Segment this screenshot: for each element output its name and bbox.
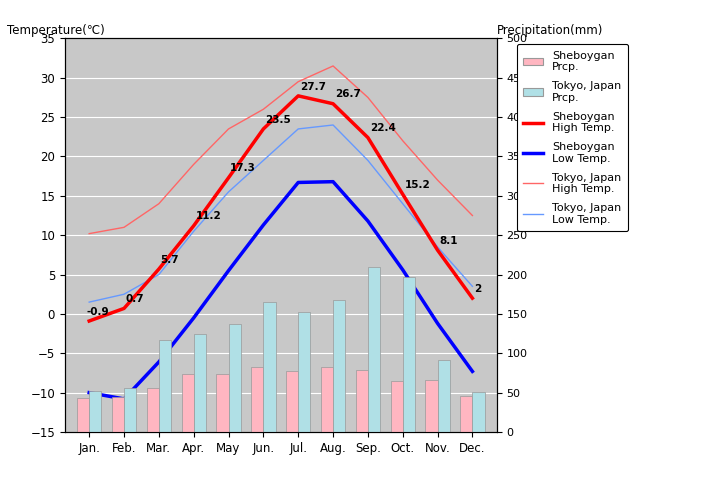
Bar bbox=[390, 381, 402, 432]
Bar bbox=[194, 335, 206, 432]
Bar bbox=[124, 388, 136, 432]
Bar bbox=[251, 367, 264, 432]
Bar bbox=[264, 302, 276, 432]
Bar bbox=[368, 267, 380, 432]
Text: 26.7: 26.7 bbox=[335, 89, 361, 99]
Bar bbox=[460, 396, 472, 432]
Bar bbox=[472, 392, 485, 432]
Bar bbox=[426, 380, 438, 432]
Text: Precipitation(mm): Precipitation(mm) bbox=[497, 24, 603, 37]
Bar bbox=[333, 300, 346, 432]
Text: 2: 2 bbox=[474, 284, 482, 294]
Bar bbox=[286, 372, 298, 432]
Text: 8.1: 8.1 bbox=[439, 236, 458, 246]
Text: 0.7: 0.7 bbox=[126, 294, 145, 304]
Bar bbox=[438, 360, 450, 432]
Text: -0.9: -0.9 bbox=[86, 307, 109, 317]
Bar bbox=[216, 374, 228, 432]
Legend: Sheboygan
Prcp., Tokyo, Japan
Prcp., Sheboygan
High Temp., Sheboygan
Low Temp., : Sheboygan Prcp., Tokyo, Japan Prcp., She… bbox=[517, 44, 629, 231]
Text: 11.2: 11.2 bbox=[195, 212, 221, 221]
Text: Temperature(℃): Temperature(℃) bbox=[7, 24, 105, 37]
Text: 5.7: 5.7 bbox=[161, 255, 179, 265]
Bar bbox=[112, 397, 124, 432]
Text: 23.5: 23.5 bbox=[265, 115, 291, 125]
Text: 15.2: 15.2 bbox=[405, 180, 431, 190]
Bar bbox=[298, 312, 310, 432]
Text: 22.4: 22.4 bbox=[369, 123, 395, 133]
Bar bbox=[356, 370, 368, 432]
Bar bbox=[89, 391, 102, 432]
Bar bbox=[147, 388, 159, 432]
Bar bbox=[228, 324, 240, 432]
Bar bbox=[181, 374, 194, 432]
Text: 17.3: 17.3 bbox=[230, 163, 256, 173]
Bar bbox=[159, 340, 171, 432]
Text: 27.7: 27.7 bbox=[300, 82, 326, 92]
Bar bbox=[402, 277, 415, 432]
Bar bbox=[321, 368, 333, 432]
Bar bbox=[77, 398, 89, 432]
